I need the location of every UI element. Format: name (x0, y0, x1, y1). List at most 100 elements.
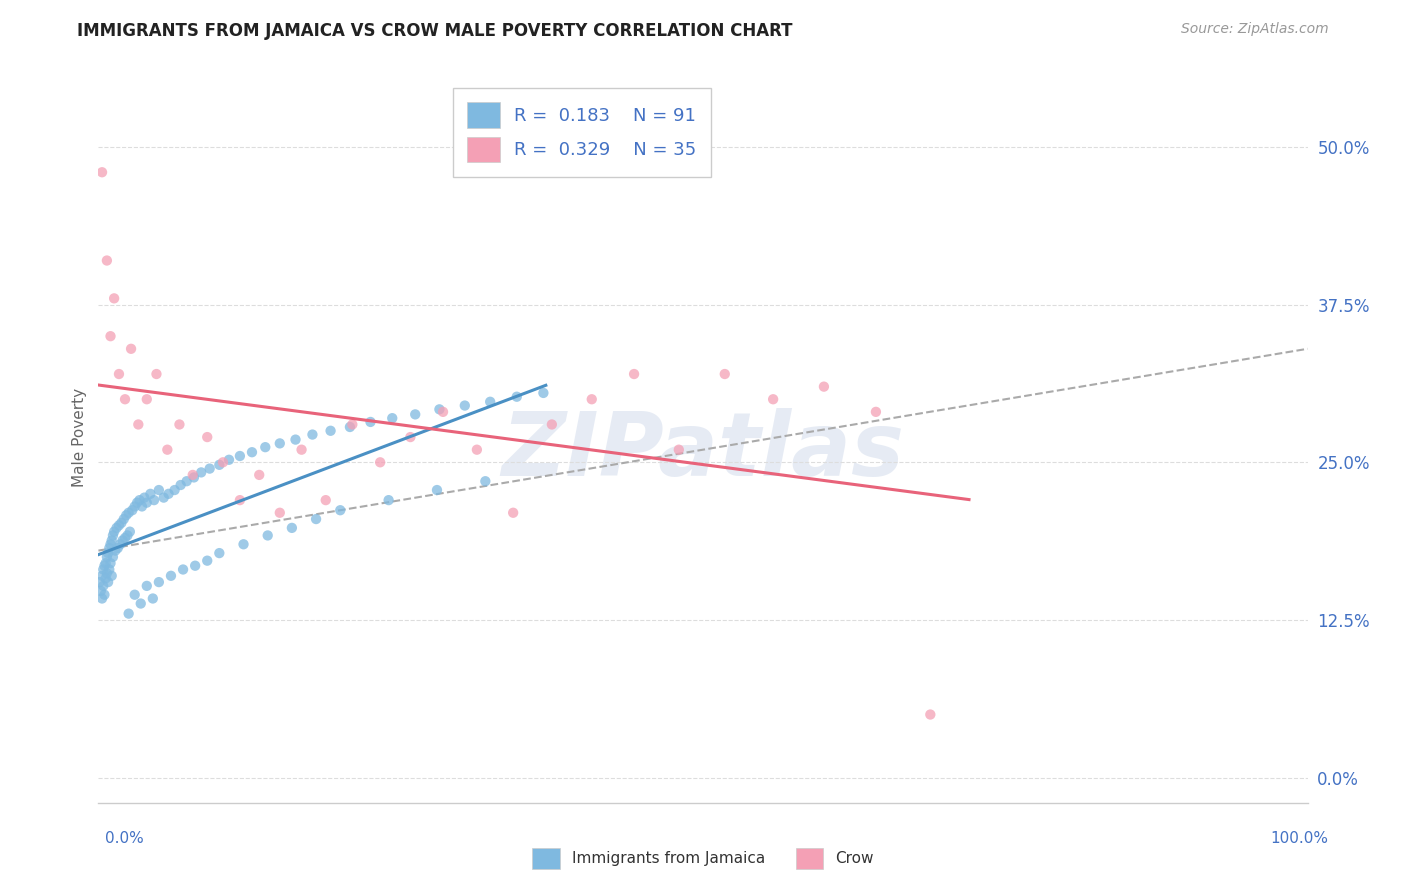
Point (240, 445, 263, 459)
Point (381, 411, 404, 425)
Point (139, 487, 162, 501)
Point (124, 588, 146, 602)
Point (135, 579, 157, 593)
Point (108, 537, 131, 551)
Point (114, 531, 136, 545)
Point (145, 367, 167, 381)
Point (152, 491, 174, 505)
Point (195, 430, 218, 444)
Point (103, 291, 125, 305)
Point (98, 541, 121, 555)
Point (506, 390, 529, 404)
Point (97, 546, 120, 560)
Point (108, 518, 131, 533)
Point (762, 392, 785, 407)
Point (502, 506, 524, 520)
Point (284, 433, 307, 447)
Point (920, 707, 942, 722)
Point (91, 569, 114, 583)
Point (432, 405, 454, 419)
Point (429, 402, 451, 417)
Point (108, 367, 131, 381)
Point (319, 424, 342, 438)
Point (100, 533, 122, 548)
Legend: Immigrants from Jamaica, Crow: Immigrants from Jamaica, Crow (526, 841, 880, 875)
Point (540, 417, 562, 432)
Point (254, 440, 277, 454)
Point (281, 521, 304, 535)
Point (865, 405, 887, 419)
Point (315, 493, 337, 508)
Point (377, 493, 399, 508)
Point (208, 546, 231, 560)
Point (98, 562, 121, 576)
Point (160, 569, 183, 583)
Point (229, 493, 252, 508)
Point (129, 597, 152, 611)
Text: 0.0%: 0.0% (105, 831, 145, 846)
Point (426, 483, 449, 497)
Point (143, 493, 166, 508)
Point (198, 461, 221, 475)
Point (134, 491, 156, 505)
Point (163, 483, 186, 497)
Point (91, 165, 114, 179)
Point (305, 512, 328, 526)
Point (404, 408, 426, 422)
Point (157, 487, 180, 501)
Point (454, 399, 477, 413)
Point (169, 417, 191, 432)
Point (813, 379, 835, 393)
Point (301, 427, 323, 442)
Point (96, 253, 118, 268)
Point (269, 436, 291, 450)
Text: 100.0%: 100.0% (1271, 831, 1329, 846)
Point (107, 541, 129, 555)
Point (218, 452, 240, 467)
Point (100, 569, 122, 583)
Point (121, 503, 143, 517)
Point (195, 554, 218, 568)
Point (339, 420, 361, 434)
Point (623, 367, 645, 381)
Point (103, 524, 125, 539)
Point (104, 543, 127, 558)
Point (101, 549, 124, 564)
Point (96, 566, 118, 581)
Point (399, 430, 422, 444)
Point (94, 571, 117, 585)
Point (89, 575, 111, 590)
Point (183, 470, 205, 484)
Point (117, 528, 139, 542)
Point (135, 496, 157, 510)
Point (269, 506, 291, 520)
Point (184, 558, 207, 573)
Point (93, 588, 115, 602)
Point (181, 467, 204, 482)
Point (190, 466, 212, 480)
Text: IMMIGRANTS FROM JAMAICA VS CROW MALE POVERTY CORRELATION CHART: IMMIGRANTS FROM JAMAICA VS CROW MALE POV… (77, 22, 793, 40)
Point (110, 516, 132, 530)
Point (148, 575, 170, 590)
Text: Source: ZipAtlas.com: Source: ZipAtlas.com (1181, 22, 1329, 37)
Point (465, 442, 488, 457)
Point (115, 508, 138, 523)
Point (581, 392, 603, 407)
Point (111, 533, 134, 548)
Y-axis label: Male Poverty: Male Poverty (72, 387, 87, 487)
Point (668, 442, 690, 457)
Point (212, 455, 235, 469)
Point (479, 394, 502, 409)
Point (229, 449, 252, 463)
Point (118, 524, 141, 539)
Point (120, 342, 142, 356)
Point (713, 367, 735, 381)
Point (91, 591, 114, 606)
Point (91, 562, 114, 576)
Point (93, 558, 115, 573)
Point (114, 392, 136, 407)
Point (100, 556, 122, 570)
Point (342, 417, 364, 432)
Legend: R =  0.183    N = 91, R =  0.329    N = 35: R = 0.183 N = 91, R = 0.329 N = 35 (453, 87, 711, 177)
Point (100, 329, 122, 343)
